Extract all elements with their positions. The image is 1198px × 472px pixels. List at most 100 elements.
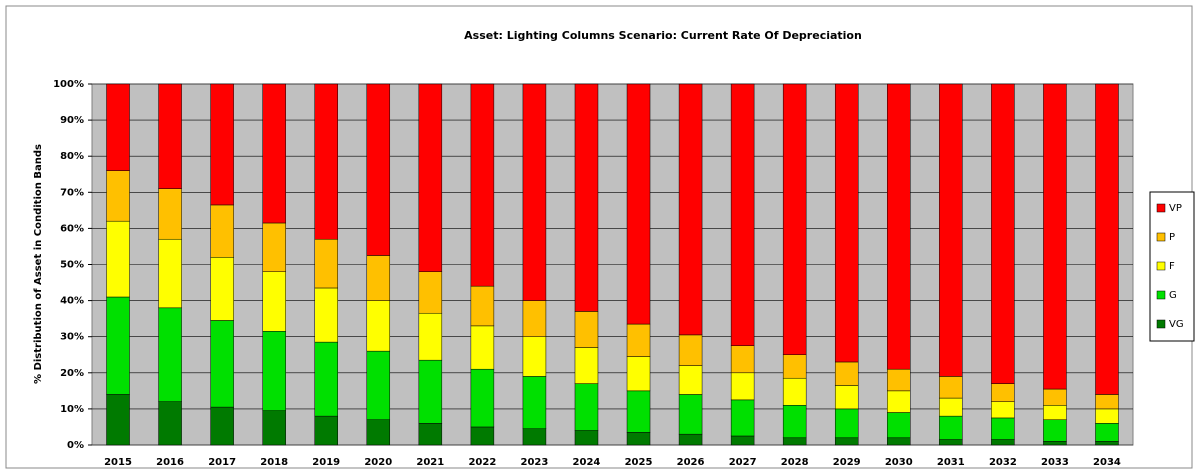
bar-segment (678, 365, 703, 395)
y-axis-title: % Distribution of Asset in Condition Ban… (33, 144, 44, 384)
bar-segment (678, 394, 703, 435)
bar-segment (834, 83, 859, 363)
bar-segment (574, 430, 599, 446)
bar-segment (470, 368, 495, 428)
bar-segment (782, 83, 807, 355)
bar-segment (522, 336, 547, 377)
y-tick-label: 30% (60, 332, 84, 343)
bar-segment (262, 271, 286, 332)
bar-segment (314, 83, 338, 240)
bar-segment (887, 368, 911, 392)
bar-segment (522, 428, 547, 446)
x-tick-label: 2032 (989, 457, 1017, 468)
legend-label: VG (1169, 319, 1184, 330)
bar-segment (574, 347, 599, 384)
bar-segment (887, 437, 911, 446)
bar-segment (991, 83, 1015, 384)
bar-segment (574, 311, 599, 348)
bar-segment (366, 83, 391, 256)
bar-segment (730, 372, 755, 401)
bar-segment (106, 83, 130, 171)
bar-segment (1095, 423, 1119, 442)
bar-segment (366, 300, 391, 352)
bar-segment (626, 323, 651, 357)
y-tick-label: 10% (60, 404, 84, 415)
y-tick-label: 60% (60, 223, 84, 234)
bar-segment (834, 385, 859, 410)
y-tick-label: 40% (60, 296, 84, 307)
x-tick-label: 2033 (1041, 457, 1069, 468)
bar-segment (991, 439, 1015, 446)
bar-segment (626, 356, 651, 392)
bar-segment (730, 83, 755, 346)
bar-segment (887, 83, 911, 370)
bar-segment (939, 397, 963, 417)
legend-label: VP (1169, 203, 1182, 214)
bar-segment (262, 410, 286, 446)
bar-segment (939, 439, 963, 446)
bar-segment (158, 401, 182, 446)
bar-segment (782, 354, 807, 379)
x-tick-label: 2025 (625, 457, 653, 468)
y-tick-label: 50% (60, 260, 84, 271)
bar-segment (418, 312, 443, 361)
bar-segment (158, 83, 182, 189)
legend-swatch (1156, 319, 1166, 329)
bar-segment (262, 331, 286, 411)
bar-segment (314, 287, 338, 343)
bar-segment (626, 83, 651, 325)
bar-segment (991, 417, 1015, 440)
bar-segment (678, 83, 703, 336)
legend-swatch (1156, 290, 1166, 300)
bar-segment (939, 83, 963, 377)
bar-segment (834, 361, 859, 386)
x-tick-label: 2019 (312, 457, 340, 468)
bar-segment (626, 390, 651, 433)
bar-segment (366, 419, 391, 446)
x-tick-label: 2029 (833, 457, 861, 468)
bar-segment (470, 325, 495, 370)
legend-swatch (1156, 261, 1166, 271)
x-tick-label: 2022 (468, 457, 496, 468)
bar-segment (574, 83, 599, 312)
bar-segment (730, 435, 755, 446)
legend-label: G (1169, 290, 1177, 301)
x-tick-label: 2015 (104, 457, 132, 468)
bar-segment (782, 405, 807, 439)
bar-segment (106, 220, 130, 298)
bar-segment (262, 222, 286, 272)
y-tick-label: 100% (53, 79, 84, 90)
bar-segment (470, 285, 495, 327)
x-tick-label: 2016 (156, 457, 184, 468)
bar-segment (210, 83, 234, 206)
bar-segment (991, 401, 1015, 419)
y-tick-label: 70% (60, 187, 84, 198)
bar-segment (678, 433, 703, 446)
bar-segment (939, 415, 963, 440)
x-tick-label: 2030 (885, 457, 913, 468)
bar-segment (887, 412, 911, 439)
bar-segment (1095, 408, 1119, 424)
bar-segment (210, 204, 234, 258)
y-tick-label: 80% (60, 151, 84, 162)
y-tick-label: 90% (60, 115, 84, 126)
bar-segment (834, 408, 859, 439)
bar-segment (418, 271, 443, 314)
bar-segment (522, 300, 547, 337)
bar-segment (522, 376, 547, 430)
x-tick-label: 2024 (573, 457, 601, 468)
legend-label: P (1169, 232, 1175, 243)
bar-segment (1043, 405, 1067, 420)
bar-segment (887, 390, 911, 413)
bar-segment (106, 296, 130, 395)
legend-swatch (1156, 232, 1166, 242)
y-tick-label: 20% (60, 368, 84, 379)
bar-segment (1043, 83, 1067, 390)
bar-segment (106, 394, 130, 446)
bar-segment (939, 376, 963, 399)
bar-segment (210, 406, 234, 446)
bar-segment (1095, 394, 1119, 410)
bar-segment (418, 423, 443, 446)
chart-title: Asset: Lighting Columns Scenario: Curren… (464, 29, 862, 42)
